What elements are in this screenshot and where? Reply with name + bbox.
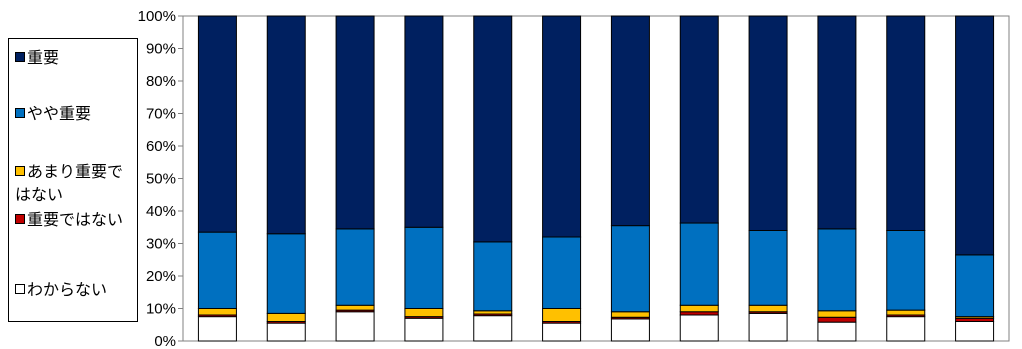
bar-segment bbox=[955, 254, 995, 318]
bar-stack bbox=[748, 15, 788, 342]
y-tick-label: 20% bbox=[146, 268, 176, 285]
bar-segment bbox=[542, 15, 582, 238]
bar-segment bbox=[335, 15, 375, 230]
bar-stack bbox=[404, 15, 444, 342]
y-tick-label: 80% bbox=[146, 73, 176, 90]
bar-segment bbox=[679, 222, 719, 306]
bar-segment bbox=[610, 225, 650, 313]
bar-segment bbox=[266, 233, 306, 314]
y-tick-label: 50% bbox=[146, 171, 176, 188]
bar-segment bbox=[955, 15, 995, 256]
bar-segment bbox=[886, 316, 926, 342]
legend-item-not-important: 重要ではない bbox=[15, 209, 137, 232]
bar-segment bbox=[610, 15, 650, 227]
bar-segment bbox=[817, 321, 857, 342]
bar-segment bbox=[266, 312, 306, 323]
bar-segment bbox=[404, 308, 444, 318]
bar-stack bbox=[335, 15, 375, 342]
bar-stack bbox=[197, 15, 237, 342]
bar-segment bbox=[748, 312, 788, 342]
bar-stack bbox=[955, 15, 995, 342]
bar-segment bbox=[679, 314, 719, 342]
bar-segment bbox=[473, 241, 513, 312]
bar-segment bbox=[886, 230, 926, 311]
y-tick-label: 30% bbox=[146, 236, 176, 253]
bar-segment bbox=[542, 308, 582, 322]
bar-segment bbox=[404, 15, 444, 228]
bar-stack bbox=[266, 15, 306, 342]
legend-item-not-very-important: あまり重要ではない bbox=[15, 161, 137, 207]
bar-stack bbox=[886, 15, 926, 342]
bar-segment bbox=[197, 308, 237, 316]
y-tick-label: 90% bbox=[146, 41, 176, 58]
legend-swatch-important bbox=[15, 52, 25, 62]
legend-item-dont-know: わからない bbox=[15, 279, 137, 302]
bar-segment bbox=[335, 304, 375, 311]
bar-segment bbox=[817, 310, 857, 318]
bar-stack bbox=[679, 15, 719, 342]
bar-stack bbox=[473, 15, 513, 342]
y-tick-label: 40% bbox=[146, 203, 176, 220]
legend-label-important: 重要 bbox=[27, 50, 60, 67]
y-tick-label: 60% bbox=[146, 138, 176, 155]
y-tick-label: 0% bbox=[154, 333, 176, 349]
y-axis: 0% 10% 20% 30% 40% 50% 60% 70% 80% 90% 100% bbox=[138, 8, 183, 349]
plot-border bbox=[182, 15, 1010, 342]
legend-swatch-dont-know bbox=[15, 284, 25, 294]
bar-group bbox=[197, 15, 995, 342]
bar-stack bbox=[817, 15, 857, 342]
bar-segment bbox=[817, 15, 857, 230]
bar-segment bbox=[955, 321, 995, 342]
bar-segment bbox=[197, 316, 237, 342]
bar-segment bbox=[610, 311, 650, 318]
legend-label-not-important: 重要ではない bbox=[27, 212, 124, 229]
bar-segment bbox=[473, 315, 513, 342]
bar-segment bbox=[610, 318, 650, 342]
bar-segment bbox=[404, 317, 444, 342]
legend-item-important: 重要 bbox=[15, 47, 137, 70]
bar-segment bbox=[197, 231, 237, 310]
bar-segment bbox=[404, 226, 444, 309]
bar-segment bbox=[542, 322, 582, 342]
bar-segment bbox=[748, 15, 788, 231]
y-tick-label: 10% bbox=[146, 301, 176, 318]
bar-segment bbox=[335, 228, 375, 306]
bar-segment bbox=[817, 316, 857, 323]
bar-segment bbox=[542, 236, 582, 309]
legend-label-somewhat-important: やや重要 bbox=[27, 106, 92, 123]
plot-area bbox=[182, 15, 1010, 342]
legend-swatch-somewhat-important bbox=[15, 108, 25, 118]
legend-label-not-very-important: あまり重要ではない bbox=[15, 164, 124, 204]
bar-segment bbox=[679, 304, 719, 313]
bar-segment bbox=[886, 309, 926, 316]
bar-segment bbox=[335, 311, 375, 342]
bar-segment bbox=[266, 15, 306, 235]
y-tick-label: 100% bbox=[138, 8, 176, 25]
legend-item-somewhat-important: やや重要 bbox=[15, 103, 137, 126]
bar-segment bbox=[679, 15, 719, 224]
legend-swatch-not-important bbox=[15, 214, 25, 224]
legend-label-dont-know: わからない bbox=[27, 282, 108, 299]
bar-segment bbox=[197, 15, 237, 233]
bar-segment bbox=[748, 230, 788, 306]
bar-stack bbox=[610, 15, 650, 342]
y-tick-label: 70% bbox=[146, 106, 176, 123]
bar-stack bbox=[542, 15, 582, 342]
bar-segment bbox=[748, 304, 788, 313]
legend: 重要 やや重要 あまり重要ではない 重要ではない わからない bbox=[8, 38, 138, 322]
bar-segment bbox=[817, 228, 857, 312]
legend-swatch-not-very-important bbox=[15, 166, 25, 176]
bar-segment bbox=[266, 322, 306, 342]
bar-segment bbox=[886, 15, 926, 231]
bar-segment bbox=[473, 15, 513, 243]
